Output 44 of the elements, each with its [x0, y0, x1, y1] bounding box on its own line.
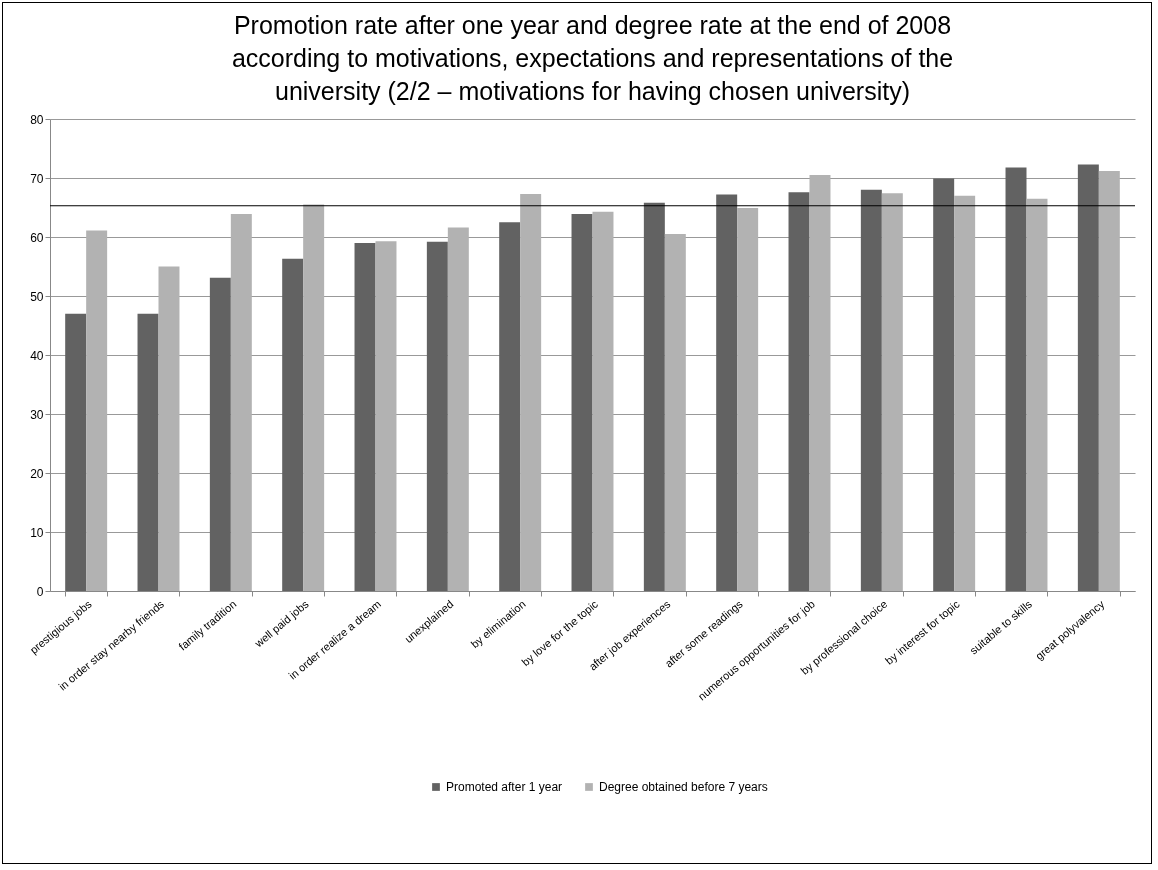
legend-label: Degree obtained before 7 years — [599, 780, 768, 794]
y-tick-label: 60 — [30, 230, 44, 245]
y-tick-label: 70 — [30, 171, 44, 186]
text: Promotion rate after one year and degree rate at the end of 2008 — [233, 11, 952, 39]
bar — [230, 213, 252, 591]
bar — [282, 258, 304, 591]
bar — [809, 175, 831, 591]
bar — [881, 193, 903, 591]
bar — [499, 222, 521, 591]
bar — [1077, 164, 1099, 591]
y-tick-label: 40 — [30, 348, 44, 363]
y-tick-label: 0 — [36, 584, 44, 599]
legend-label: Promoted after 1 year — [446, 780, 563, 794]
bar — [737, 208, 759, 591]
bar — [137, 313, 159, 591]
bar — [643, 202, 665, 591]
y-tick-label: 30 — [30, 407, 44, 422]
bar — [954, 195, 976, 591]
text: university (2/2 – motivations for having chosen university) — [274, 77, 911, 105]
bar — [592, 211, 614, 591]
bar — [571, 213, 593, 591]
bar — [447, 227, 469, 591]
bar — [520, 193, 542, 591]
bar — [86, 230, 108, 591]
y-tick-label: 50 — [30, 289, 44, 304]
bar — [65, 313, 87, 591]
bar — [426, 241, 448, 591]
bar — [1098, 170, 1120, 591]
bar — [788, 192, 810, 591]
bar — [664, 234, 686, 591]
bar — [1026, 198, 1048, 591]
bar — [933, 178, 955, 591]
bar — [1005, 167, 1027, 591]
bar — [375, 241, 397, 591]
bar — [303, 204, 325, 591]
bar — [354, 242, 376, 591]
y-tick-label: 10 — [30, 525, 44, 540]
text: according to motivations, expectations and representations of the — [231, 44, 954, 72]
y-tick-label: 80 — [30, 112, 44, 127]
bar — [860, 189, 882, 591]
bar — [158, 266, 180, 591]
y-tick-label: 20 — [30, 466, 44, 481]
bar — [716, 194, 738, 591]
bar — [209, 277, 231, 591]
